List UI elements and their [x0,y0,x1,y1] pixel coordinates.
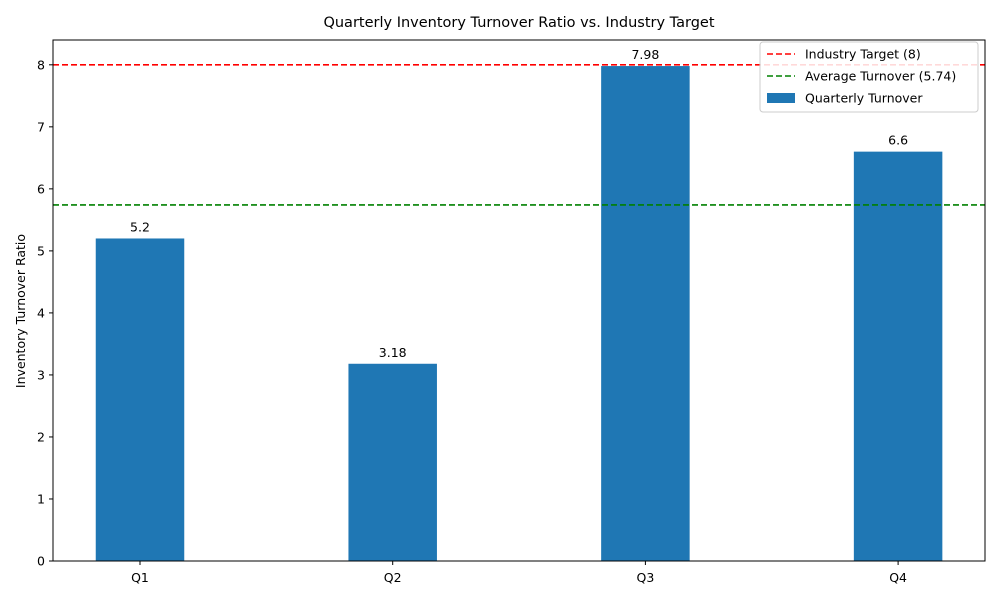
axes-frame [52,39,986,562]
x-tick-label-q3: Q3 [637,570,655,585]
plot-area: 5.2 3.18 7.98 6.6 0 1 2 3 4 5 6 7 8 Q1 Q2 Q3 Q4 [37,39,986,585]
y-tick-label: 5 [37,243,45,258]
y-tick-label: 1 [37,491,45,506]
bar-q3 [601,66,690,562]
x-tick-label-q1: Q1 [131,570,149,585]
legend: Industry Target (8) Average Turnover (5.7… [759,41,979,113]
legend-entry: Industry Target (8) [805,47,921,62]
legend-box [759,41,979,113]
legend-entry: Average Turnover (5.74) [805,69,956,84]
data-label-q1: 5.2 [130,219,150,234]
y-tick-label: 0 [37,554,45,569]
y-tick-label: 8 [37,57,45,72]
y-tick-label: 2 [37,429,45,444]
chart-title: Quarterly Inventory Turnover Ratio vs. I… [323,15,714,31]
bar-q4 [853,151,943,561]
data-label-q3: 7.98 [631,47,659,62]
bar-q2 [348,363,437,561]
y-tick-label: 3 [37,367,45,382]
y-tick-label: 6 [37,181,45,196]
data-label-q2: 3.18 [379,345,407,360]
y-axis-label: Inventory Turnover Ratio [13,234,28,388]
x-tick-label-q4: Q4 [889,570,907,585]
y-tick-label: 4 [37,305,45,320]
legend-entry: Quarterly Turnover [805,91,923,106]
data-label-q4: 6.6 [888,133,908,148]
y-tick-label: 7 [37,119,45,134]
legend-swatch-bar [767,93,795,103]
bar-q1 [95,238,185,561]
x-tick-label-q2: Q2 [384,570,402,585]
